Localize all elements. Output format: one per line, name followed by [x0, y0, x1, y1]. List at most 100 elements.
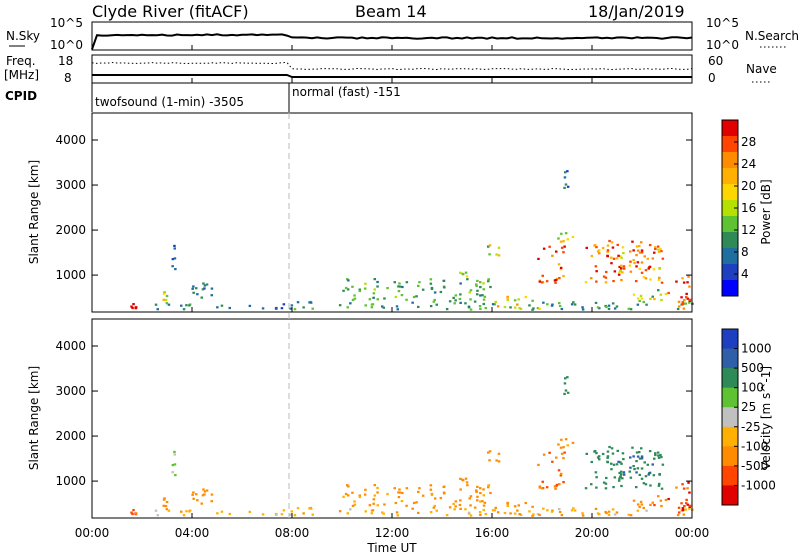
power-cell	[681, 301, 685, 304]
power-cell	[654, 247, 657, 251]
power-cell	[550, 304, 554, 307]
velocity-cell	[629, 456, 632, 459]
velocity-cell	[621, 477, 624, 480]
power-cell	[372, 296, 375, 299]
power-cell	[531, 308, 534, 311]
velocity-cell	[555, 484, 558, 488]
power-cell	[154, 303, 158, 306]
power-cell	[632, 259, 635, 262]
power-cell	[289, 307, 292, 310]
power-cell	[497, 246, 501, 249]
velocity-cell	[476, 485, 479, 488]
x-tick-label: 12:00	[375, 526, 410, 540]
velocity-cell	[581, 514, 585, 517]
colorbar-swatch	[722, 136, 738, 153]
power-cell	[383, 297, 386, 300]
velocity-cell	[681, 509, 685, 512]
velocity-cell	[548, 451, 551, 454]
power-cell	[311, 307, 314, 310]
velocity-cell	[433, 497, 437, 500]
power-cell	[617, 273, 621, 276]
velocity-cell	[358, 495, 362, 499]
power-cell	[309, 301, 313, 304]
power-cell	[282, 303, 286, 306]
colorbar-swatch	[722, 426, 738, 447]
power-cell	[558, 302, 561, 305]
power-cell	[364, 304, 367, 307]
velocity-cell	[638, 457, 642, 460]
velocity-colorbar-label: Velocity [m s^-1]	[759, 366, 773, 470]
velocity-y-ticks: 1000 2000 3000 4000	[55, 339, 692, 488]
power-cell	[546, 303, 549, 306]
velocity-cell	[531, 505, 534, 508]
velocity-cell	[559, 472, 563, 475]
velocity-cell	[564, 389, 568, 392]
velocity-cell	[635, 460, 638, 463]
velocity-cell	[458, 503, 462, 507]
power-cell	[532, 307, 535, 310]
power-cell	[415, 295, 418, 298]
velocity-cell	[610, 462, 613, 465]
colorbar-tick-label: 500	[741, 361, 764, 375]
power-cell	[393, 281, 396, 284]
power-cell	[620, 256, 623, 259]
colorbar-swatch	[722, 184, 738, 201]
velocity-cell	[628, 470, 631, 473]
velocity-cell	[478, 511, 482, 514]
velocity-cell	[681, 507, 685, 510]
power-cell	[628, 264, 631, 267]
velocity-cell	[459, 507, 462, 510]
velocity-cell	[562, 446, 565, 449]
power-cell	[597, 249, 601, 252]
power-cell	[430, 287, 434, 290]
nsearch-axis-top: 10^5	[706, 16, 739, 30]
power-cell	[491, 303, 495, 306]
velocity-cell	[452, 502, 455, 505]
power-cell	[373, 288, 376, 291]
power-cell	[479, 286, 482, 289]
power-cell	[667, 291, 670, 295]
power-cell	[351, 298, 355, 301]
power-cell	[563, 245, 566, 248]
velocity-cell	[202, 488, 205, 491]
nsky-series	[91, 33, 693, 50]
velocity-cell	[667, 497, 670, 501]
power-cell	[405, 281, 409, 284]
velocity-cell	[364, 510, 367, 513]
power-cell	[296, 301, 300, 304]
velocity-cell	[688, 507, 691, 510]
power-cell	[205, 283, 209, 286]
power-cell	[559, 268, 563, 271]
y-tick-label: 3000	[55, 178, 86, 192]
velocity-cell	[594, 471, 598, 474]
velocity-cell	[497, 460, 501, 463]
power-cell	[595, 270, 598, 273]
velocity-cell	[421, 494, 425, 497]
colorbar-swatch	[722, 446, 738, 467]
power-cell	[210, 287, 214, 290]
velocity-cell	[479, 513, 482, 516]
velocity-cell	[469, 495, 473, 498]
velocity-cell	[192, 497, 195, 500]
velocity-cell	[479, 500, 482, 503]
velocity-cell	[290, 510, 294, 513]
velocity-cell	[344, 492, 348, 496]
velocity-cell	[594, 507, 598, 510]
power-cell	[467, 305, 471, 308]
cpid-mode-2: normal (fast) -151	[292, 85, 401, 99]
freq-axis-top: 18	[58, 54, 73, 68]
velocity-cell	[646, 463, 649, 466]
power-cell	[363, 287, 367, 290]
velocity-cell	[639, 500, 643, 503]
power-cell	[394, 295, 398, 299]
power-cell	[573, 303, 577, 306]
velocity-cell	[560, 452, 564, 455]
cpid-label: CPID	[5, 89, 37, 103]
power-cell	[171, 265, 174, 268]
power-cell	[513, 306, 517, 309]
power-cell	[469, 308, 473, 311]
velocity-cell	[611, 452, 615, 455]
velocity-cell	[383, 503, 386, 506]
velocity-cell	[611, 508, 615, 511]
power-cell	[164, 299, 168, 302]
